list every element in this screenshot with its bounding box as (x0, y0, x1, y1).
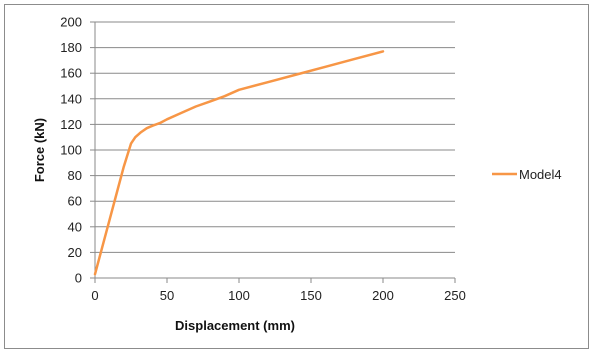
y-tick-label-60: 60 (68, 194, 82, 209)
x-tick-label-200: 200 (372, 288, 394, 303)
x-tick-label-250: 250 (444, 288, 466, 303)
x-tick-label-100: 100 (228, 288, 250, 303)
y-tick-label-180: 180 (60, 40, 82, 55)
y-tick-labels: 0 20 40 60 80 100 120 140 160 180 200 (60, 15, 82, 286)
y-axis-title: Force (kN) (32, 118, 47, 182)
axes (94, 22, 456, 283)
chart-frame (4, 4, 589, 349)
y-tick-label-120: 120 (60, 117, 82, 132)
y-tick-label-140: 140 (60, 91, 82, 106)
series-line-model4 (93, 50, 385, 276)
legend: Model4 (492, 167, 562, 182)
y-tick-label-80: 80 (68, 168, 82, 183)
x-tick-label-0: 0 (91, 288, 98, 303)
y-tick-label-200: 200 (60, 15, 82, 30)
x-tick-label-150: 150 (300, 288, 322, 303)
y-tick-label-20: 20 (68, 245, 82, 260)
legend-label-model4: Model4 (519, 167, 562, 182)
series-group (93, 50, 385, 276)
gridlines (90, 21, 455, 279)
x-tick-labels: 0 50 100 150 200 250 (91, 288, 465, 303)
x-tick-label-50: 50 (160, 288, 174, 303)
y-tick-label-100: 100 (60, 143, 82, 158)
y-tick-label-0: 0 (75, 271, 82, 286)
x-axis-title: Displacement (mm) (175, 318, 295, 333)
y-tick-label-160: 160 (60, 66, 82, 81)
y-tick-label-40: 40 (68, 219, 82, 234)
